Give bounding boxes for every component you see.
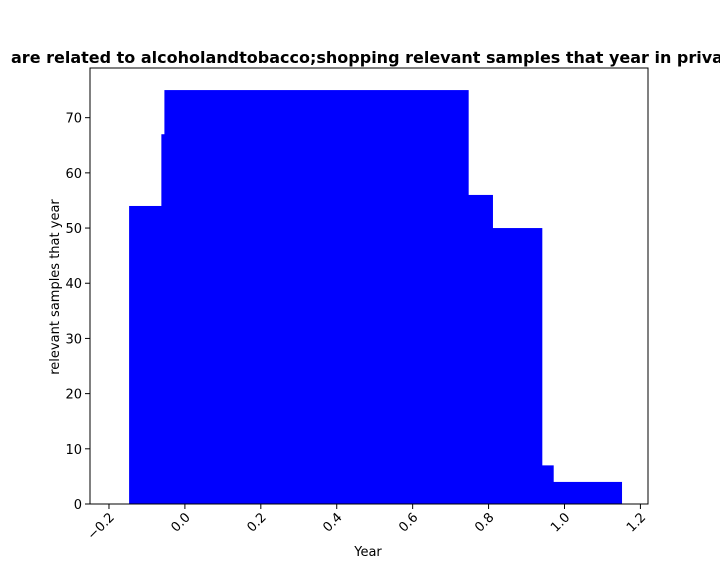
x-tick-label: 0.8 — [472, 510, 497, 535]
y-axis-ticks: 0 10 20 30 40 50 60 70 — [65, 112, 90, 513]
chart-title: are related to alcoholandtobacco;shoppin… — [11, 48, 720, 67]
x-tick-label: 0.4 — [320, 510, 345, 535]
x-tick-label: −0.2 — [85, 510, 118, 543]
bar-2 — [164, 90, 469, 504]
x-tick-label: 0.2 — [244, 510, 269, 535]
bar-6 — [553, 481, 623, 504]
x-tick-label: 1.0 — [548, 510, 573, 535]
x-tick-label: 1.2 — [624, 510, 649, 535]
x-axis-ticks: −0.2 0.0 0.2 0.4 0.6 0.8 1.0 1.2 — [85, 504, 649, 543]
y-tick-label: 50 — [65, 222, 82, 237]
x-tick-label: 0.6 — [396, 510, 421, 535]
x-axis-label: Year — [353, 545, 382, 560]
bar-4 — [492, 228, 543, 504]
x-tick-label: 0.0 — [168, 510, 193, 535]
bar-0 — [129, 205, 162, 505]
y-tick-label: 10 — [65, 443, 82, 458]
plot-frame — [89, 67, 649, 505]
y-tick-label: 0 — [74, 498, 82, 513]
y-axis-label: relevant samples that year — [48, 199, 63, 375]
bar-1 — [161, 134, 165, 504]
y-tick-label: 70 — [65, 112, 82, 127]
y-tick-label: 30 — [65, 332, 82, 347]
y-tick-label: 20 — [65, 388, 82, 403]
bar-5 — [541, 465, 554, 504]
y-tick-label: 60 — [65, 167, 82, 182]
bars-group — [129, 90, 623, 505]
bar-3 — [468, 194, 493, 504]
y-tick-label: 40 — [65, 277, 82, 292]
